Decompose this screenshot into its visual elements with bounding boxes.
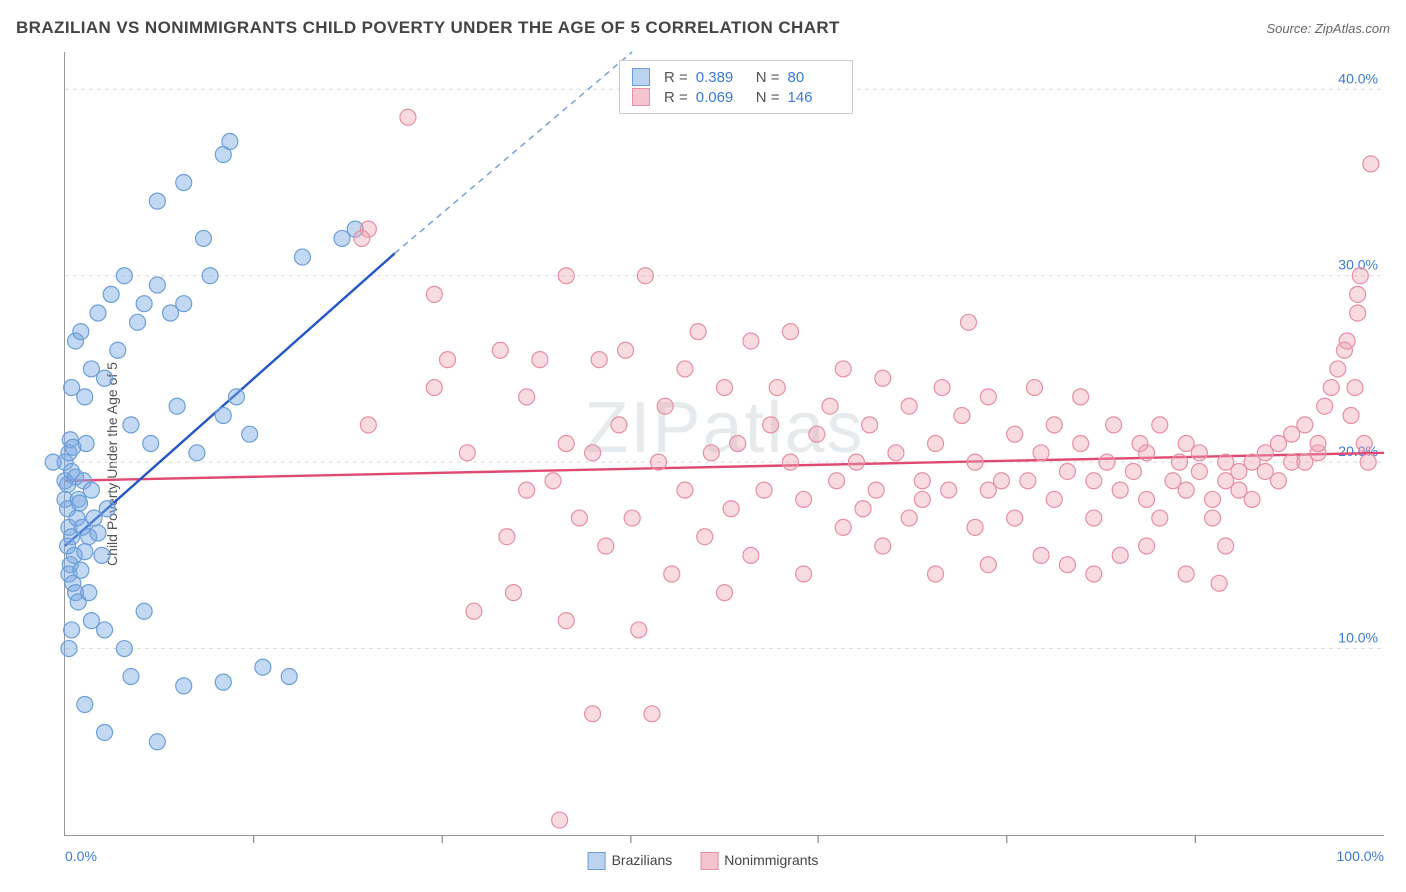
r-label: R = bbox=[664, 89, 688, 106]
svg-text:40.0%: 40.0% bbox=[1338, 70, 1378, 86]
chart-header: BRAZILIAN VS NONIMMIGRANTS CHILD POVERTY… bbox=[16, 18, 1390, 38]
legend-label-nonimmigrants: Nonimmigrants bbox=[724, 852, 818, 868]
stats-row-brazilians: R = 0.389 N = 80 bbox=[632, 67, 840, 87]
swatch-brazilians-icon bbox=[588, 852, 606, 870]
source-prefix: Source: bbox=[1266, 21, 1314, 36]
swatch-nonimmigrants-icon bbox=[632, 88, 650, 106]
scatter-plot: ZIPatlas 10.0%20.0%30.0%40.0%0.0%100.0% … bbox=[64, 52, 1384, 836]
swatch-brazilians-icon bbox=[632, 68, 650, 86]
chart-source: Source: ZipAtlas.com bbox=[1266, 21, 1390, 36]
stats-row-nonimmigrants: R = 0.069 N = 146 bbox=[632, 87, 840, 107]
legend-item-brazilians: Brazilians bbox=[588, 852, 673, 870]
n-label: N = bbox=[756, 69, 780, 86]
swatch-nonimmigrants-icon bbox=[700, 852, 718, 870]
legend-label-brazilians: Brazilians bbox=[612, 852, 673, 868]
svg-text:10.0%: 10.0% bbox=[1338, 630, 1378, 646]
plot-svg: 10.0%20.0%30.0%40.0%0.0%100.0% bbox=[65, 52, 1384, 835]
chart-title: BRAZILIAN VS NONIMMIGRANTS CHILD POVERTY… bbox=[16, 18, 840, 38]
source-name: ZipAtlas.com bbox=[1315, 21, 1390, 36]
legend-bottom: Brazilians Nonimmigrants bbox=[588, 852, 819, 870]
r-label: R = bbox=[664, 69, 688, 86]
svg-text:100.0%: 100.0% bbox=[1337, 848, 1384, 864]
correlation-stats-box: R = 0.389 N = 80 R = 0.069 N = 146 bbox=[619, 60, 853, 114]
n-label: N = bbox=[756, 89, 780, 106]
legend-item-nonimmigrants: Nonimmigrants bbox=[700, 852, 818, 870]
plot-wrap: Child Poverty Under the Age of 5 ZIPatla… bbox=[16, 52, 1390, 876]
n-value-nonimmigrants: 146 bbox=[788, 89, 840, 106]
r-value-brazilians: 0.389 bbox=[696, 69, 748, 86]
svg-text:0.0%: 0.0% bbox=[65, 848, 97, 864]
n-value-brazilians: 80 bbox=[788, 69, 840, 86]
r-value-nonimmigrants: 0.069 bbox=[696, 89, 748, 106]
